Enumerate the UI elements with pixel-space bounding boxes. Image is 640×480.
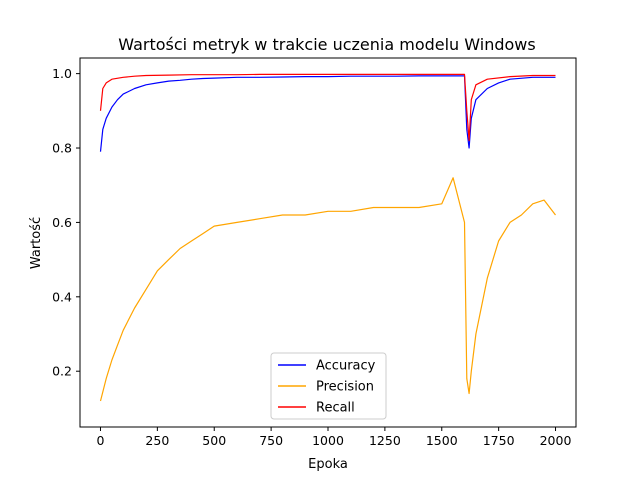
legend-label: Accuracy [316, 359, 376, 374]
legend-box [270, 352, 387, 420]
legend-label: Recall [316, 401, 355, 416]
y-axis-label: Wartość [29, 217, 44, 269]
x-tick-label: 2000 [540, 433, 572, 448]
x-tick-label: 1750 [483, 433, 515, 448]
x-axis-label: Epoka [308, 457, 348, 472]
x-tick-label: 1250 [369, 433, 401, 448]
y-axis: 0.2 0.4 0.6 0.8 1.0 [52, 66, 80, 379]
x-axis: 0 250 500 750 1000 1250 1500 1750 2000 [97, 427, 572, 448]
y-tick-label: 0.2 [52, 364, 72, 379]
y-tick-label: 1.0 [52, 66, 72, 81]
series-line-recall [99, 73, 556, 142]
series-layer [99, 73, 556, 402]
legend: Accuracy Precision Recall [270, 352, 387, 420]
x-tick-label: 750 [259, 433, 283, 448]
x-tick-label: 500 [202, 433, 226, 448]
y-tick-label: 0.4 [52, 289, 72, 304]
x-tick-label: 0 [97, 433, 105, 448]
y-tick-label: 0.8 [52, 141, 72, 156]
series-line-accuracy [99, 75, 556, 152]
series-line-precision [99, 177, 556, 402]
x-tick-label: 1500 [426, 433, 458, 448]
x-tick-label: 250 [145, 433, 169, 448]
y-tick-label: 0.6 [52, 215, 72, 230]
legend-label: Precision [316, 380, 374, 395]
chart-title: Wartości metryk w trakcie uczenia modelu… [118, 35, 535, 54]
x-tick-label: 1000 [312, 433, 344, 448]
